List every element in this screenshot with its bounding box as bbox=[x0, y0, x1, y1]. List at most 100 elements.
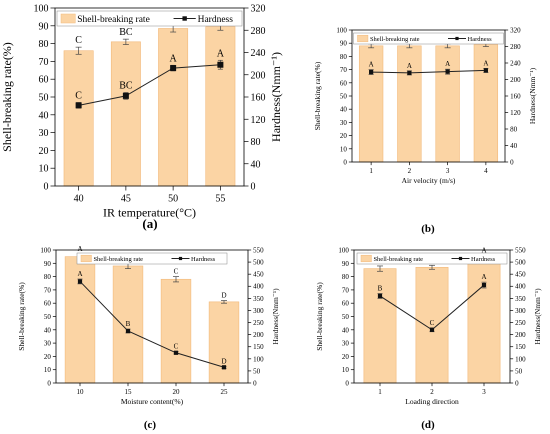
left-axis-tick-label: 50 bbox=[44, 313, 52, 321]
left-axis-tick-label: 90 bbox=[44, 260, 52, 268]
bar bbox=[160, 278, 192, 384]
line-significance-letter: B bbox=[378, 285, 383, 293]
legend-bar-label: Shell-breaking rate bbox=[77, 15, 150, 25]
right-axis-title: Hardness(Nmm⁻¹) bbox=[528, 67, 537, 124]
hardness-point bbox=[429, 327, 435, 332]
right-axis-tick-label: 400 bbox=[253, 283, 264, 291]
right-axis-tick-label: 320 bbox=[510, 26, 521, 34]
right-axis-tick-label: 240 bbox=[510, 59, 521, 67]
left-axis-tick-label: 10 bbox=[44, 366, 52, 374]
legend-line-label: Hardness bbox=[471, 256, 496, 263]
left-axis-tick-label: 10 bbox=[340, 145, 348, 153]
left-axis-tick-label: 60 bbox=[44, 300, 52, 308]
line-significance-letter: C bbox=[430, 319, 435, 327]
right-axis-tick-label: 200 bbox=[515, 331, 526, 339]
hardness-point bbox=[407, 70, 412, 75]
bar-significance-letter: BC bbox=[119, 27, 133, 38]
left-axis-tick-label: 80 bbox=[342, 273, 350, 281]
right-axis-tick-label: 150 bbox=[253, 343, 264, 351]
right-axis-tick-label: 150 bbox=[515, 343, 526, 351]
right-axis-tick-label: 50 bbox=[253, 367, 261, 375]
left-axis-tick-label: 60 bbox=[340, 79, 348, 87]
left-axis-tick-label: 50 bbox=[342, 313, 350, 321]
left-axis-tick-label: 10 bbox=[342, 366, 350, 374]
line-significance-letter: A bbox=[170, 53, 178, 64]
line-significance-letter: A bbox=[369, 61, 374, 69]
right-axis-tick-label: 320 bbox=[251, 4, 266, 15]
right-axis-tick-label: 250 bbox=[253, 319, 264, 327]
right-axis-title: Hardness(Nmm⁻¹) bbox=[271, 288, 280, 345]
bar bbox=[63, 50, 94, 187]
left-axis-tick-label: 40 bbox=[44, 326, 52, 334]
right-axis-tick-label: 250 bbox=[515, 319, 526, 327]
legend-line-marker bbox=[458, 256, 463, 261]
right-axis-tick-label: 200 bbox=[253, 331, 264, 339]
line-significance-letter: A bbox=[77, 270, 82, 278]
right-axis-title: Hardness(Nmm⁻¹) bbox=[269, 52, 283, 142]
left-axis-tick-label: 50 bbox=[39, 93, 49, 104]
hardness-line bbox=[371, 69, 486, 74]
right-axis-tick-label: 200 bbox=[251, 70, 266, 81]
line-significance-letter: A bbox=[407, 62, 412, 70]
left-axis-tick-label: 50 bbox=[340, 92, 348, 100]
left-axis-tick-label: 70 bbox=[340, 66, 348, 74]
left-axis-tick-label: 40 bbox=[340, 106, 348, 114]
right-axis-tick-label: 240 bbox=[251, 48, 266, 59]
hardness-point bbox=[445, 69, 450, 74]
left-axis-tick-label: 30 bbox=[340, 119, 348, 127]
legend: Shell-breaking rate Hardness bbox=[56, 10, 243, 27]
legend-box bbox=[56, 10, 243, 27]
left-axis-tick-label: 0 bbox=[343, 158, 347, 166]
left-axis-tick-label: 10 bbox=[39, 164, 49, 175]
x-axis-tick-label: 45 bbox=[121, 194, 131, 205]
line-significance-letter: A bbox=[217, 48, 225, 59]
line-significance-letter: C bbox=[75, 91, 82, 102]
legend-line-label: Hardness bbox=[198, 15, 234, 25]
x-axis-title: IR temperature(°C) bbox=[103, 206, 196, 220]
right-axis-tick-label: 40 bbox=[251, 159, 261, 170]
bar bbox=[467, 257, 501, 384]
x-axis-title: Loading direction bbox=[405, 397, 459, 406]
right-axis-tick-label: 0 bbox=[253, 379, 257, 387]
bar bbox=[112, 265, 144, 384]
line-significance-letter: D bbox=[221, 357, 226, 365]
hardness-point bbox=[125, 328, 131, 334]
legend-bar-label: Shell-breaking rate bbox=[370, 36, 420, 43]
legend-bar-swatch bbox=[80, 254, 92, 263]
left-axis-tick-label: 100 bbox=[40, 246, 51, 254]
right-axis-tick-label: 50 bbox=[515, 367, 523, 375]
left-axis-tick-label: 40 bbox=[342, 326, 350, 334]
chart-panel-3: ABCDABCD01020304050607080901000501001502… bbox=[17, 245, 280, 431]
legend-bar-swatch bbox=[360, 254, 372, 263]
legend-box bbox=[76, 252, 228, 265]
right-axis-tick-label: 280 bbox=[251, 26, 266, 37]
hardness-point bbox=[483, 68, 488, 73]
left-axis-title: Shell-breaking rate(%) bbox=[313, 61, 322, 130]
right-axis-tick-label: 450 bbox=[253, 271, 264, 279]
x-axis-tick-label: 3 bbox=[446, 167, 450, 175]
left-axis-tick-label: 20 bbox=[39, 146, 49, 157]
x-axis-tick-label: 40 bbox=[74, 194, 84, 205]
bar-significance-letter: C bbox=[75, 35, 82, 46]
right-axis-tick-label: 80 bbox=[251, 137, 261, 148]
left-axis-tick-label: 70 bbox=[342, 286, 350, 294]
left-axis-tick-label: 90 bbox=[340, 40, 348, 48]
right-axis-tick-label: 300 bbox=[515, 307, 526, 315]
chart-panel-4: BBABCA0102030405060708090100050100150200… bbox=[315, 246, 542, 431]
left-axis-title: Shell-breaking rate(%) bbox=[17, 282, 26, 351]
legend: Shell-breaking rate Hardness bbox=[353, 32, 504, 45]
left-axis-tick-label: 20 bbox=[342, 353, 350, 361]
line-significance-letter: B bbox=[126, 320, 131, 328]
left-axis-tick-label: 0 bbox=[47, 379, 51, 387]
bar-error-bar bbox=[122, 38, 129, 45]
x-axis-tick-label: 3 bbox=[482, 388, 486, 396]
left-axis-tick-label: 80 bbox=[39, 39, 49, 50]
x-axis-tick-label: 1 bbox=[378, 388, 382, 396]
right-axis-tick-label: 160 bbox=[251, 93, 266, 104]
hardness-line bbox=[79, 281, 225, 368]
x-axis-tick-label: 55 bbox=[215, 194, 225, 205]
x-axis-tick-label: 2 bbox=[408, 167, 412, 175]
right-axis-tick-label: 400 bbox=[515, 283, 526, 291]
right-axis-tick-label: 100 bbox=[253, 355, 264, 363]
